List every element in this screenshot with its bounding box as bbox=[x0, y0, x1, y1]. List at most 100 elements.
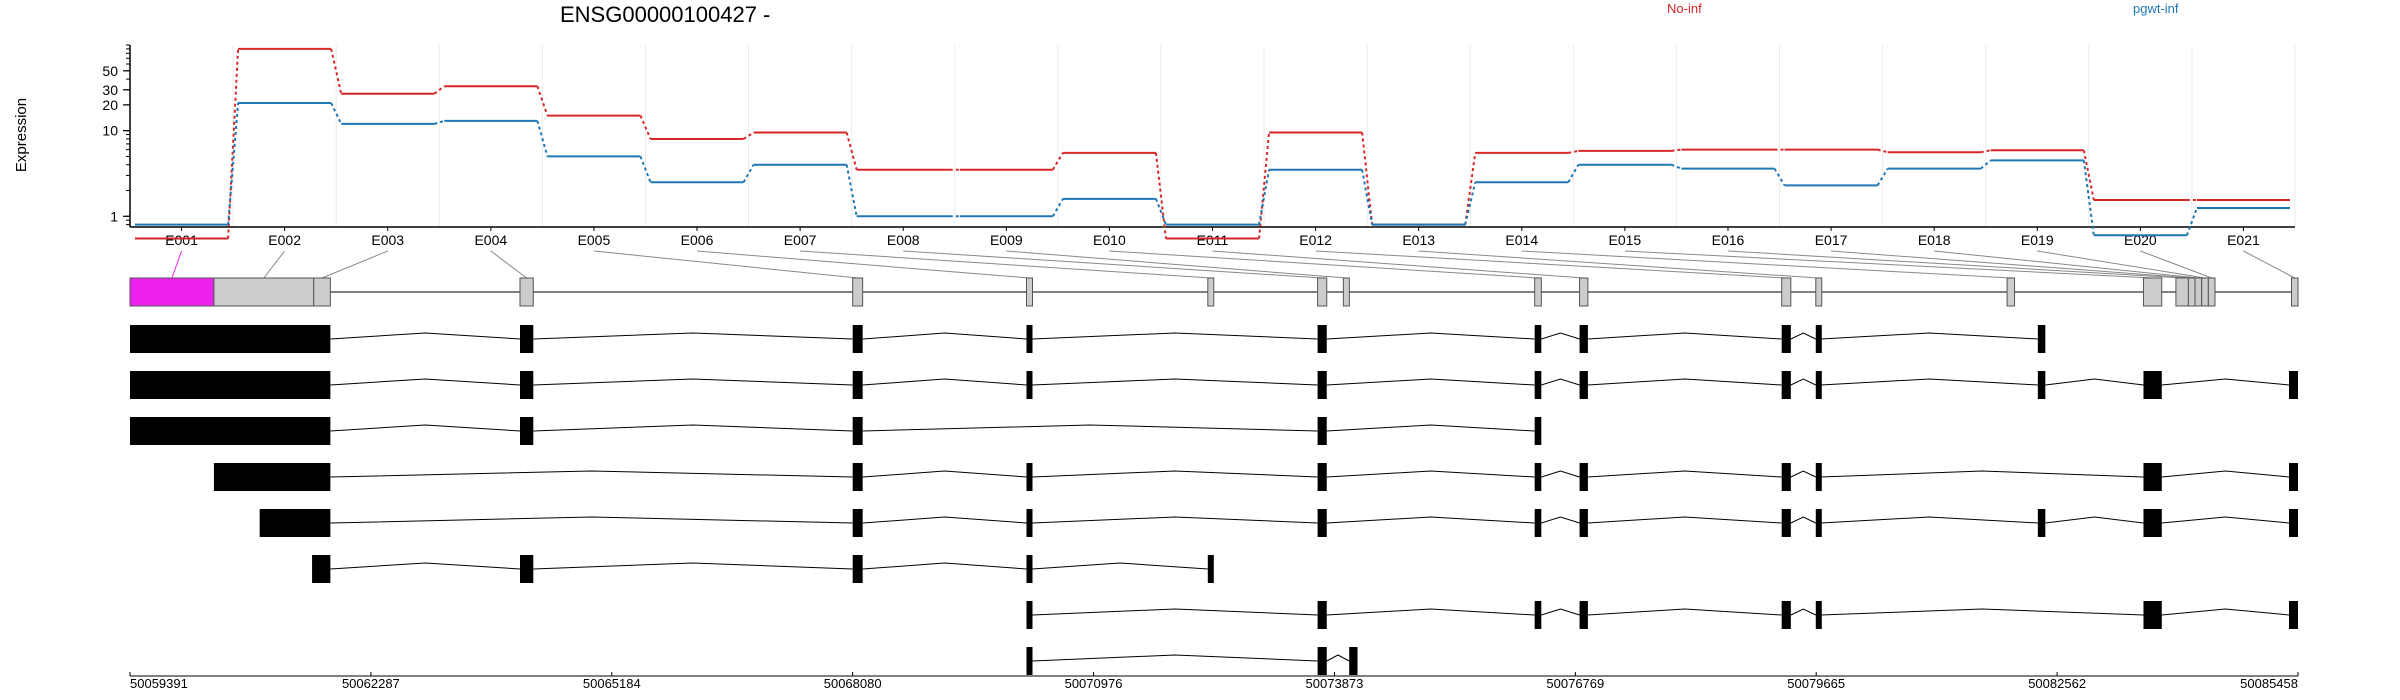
exon-label: E004 bbox=[474, 232, 507, 248]
intron bbox=[2045, 378, 2144, 386]
transcript-exon bbox=[519, 325, 534, 353]
exon-label: E003 bbox=[371, 232, 404, 248]
transcript-exon bbox=[1534, 463, 1542, 491]
transcript-exon bbox=[2289, 463, 2298, 491]
transcript-exon bbox=[1579, 325, 1588, 353]
transcript-exon bbox=[1317, 601, 1327, 629]
series-connector bbox=[536, 85, 549, 116]
exon-box bbox=[2142, 277, 2163, 307]
transcript-exon bbox=[2037, 371, 2046, 399]
transcript-5 bbox=[259, 509, 2298, 537]
transcript-2 bbox=[130, 371, 2298, 399]
transcript-exon bbox=[1026, 463, 1033, 491]
exon-box bbox=[1207, 277, 1215, 307]
genome-tick-label: 50082562 bbox=[2028, 676, 2086, 691]
intron bbox=[1326, 608, 1535, 616]
transcript-exon bbox=[852, 325, 863, 353]
transcript-exon bbox=[2037, 325, 2046, 353]
transcript-exon bbox=[1534, 325, 1542, 353]
intron bbox=[862, 470, 1027, 478]
intron bbox=[1587, 516, 1782, 524]
intron bbox=[1790, 332, 1816, 340]
exon-box bbox=[213, 277, 315, 307]
series-connector bbox=[1155, 198, 1167, 225]
transcript-tracks bbox=[130, 325, 2298, 675]
exon-connector bbox=[490, 250, 527, 279]
transcript-exon bbox=[259, 509, 331, 537]
exon-label: E008 bbox=[887, 232, 920, 248]
transcript-exon bbox=[1026, 555, 1033, 583]
transcript-4 bbox=[213, 463, 2298, 491]
series-connector bbox=[1671, 163, 1682, 170]
genome-tick-label: 50065184 bbox=[583, 676, 641, 691]
intron bbox=[330, 562, 521, 570]
transcript-exon bbox=[852, 509, 863, 537]
intron bbox=[2161, 378, 2290, 386]
exon-connector bbox=[903, 250, 1323, 279]
transcript-exon bbox=[852, 417, 863, 445]
exon-connector bbox=[1109, 250, 1539, 279]
vertical-grid bbox=[129, 45, 2296, 227]
transcript-exon bbox=[1026, 371, 1033, 399]
genome-tick-label: 50070976 bbox=[1065, 676, 1123, 691]
exon-label: E010 bbox=[1093, 232, 1126, 248]
transcript-exon bbox=[1317, 509, 1327, 537]
intron bbox=[1587, 608, 1782, 616]
exon-box bbox=[2207, 277, 2216, 307]
exon-box bbox=[2006, 277, 2016, 307]
transcript-exon bbox=[1781, 601, 1791, 629]
exon-box bbox=[1025, 277, 1033, 307]
exon-connector bbox=[1418, 250, 1819, 279]
exon-box bbox=[1317, 277, 1328, 307]
exon-label: E005 bbox=[578, 232, 611, 248]
transcript-exon bbox=[519, 371, 534, 399]
intron bbox=[1326, 470, 1535, 478]
intron bbox=[1790, 378, 1816, 386]
transcript-7 bbox=[1026, 601, 2298, 629]
exon-model-track bbox=[129, 277, 2299, 307]
transcript-exon bbox=[2289, 371, 2298, 399]
intron bbox=[1326, 516, 1535, 524]
intron bbox=[1326, 378, 1535, 386]
exon-connector bbox=[2037, 250, 2206, 279]
series-connector bbox=[1877, 148, 1888, 154]
transcript-exon bbox=[1781, 463, 1791, 491]
exon-connector bbox=[1521, 250, 2011, 279]
series-connector bbox=[330, 102, 343, 125]
transcript-exon bbox=[852, 371, 863, 399]
exon-label: E011 bbox=[1197, 232, 1229, 248]
transcript-exon bbox=[2143, 371, 2162, 399]
exon-label: E014 bbox=[1505, 232, 1538, 248]
intron bbox=[1820, 516, 2038, 524]
exon-label: E017 bbox=[1815, 232, 1848, 248]
transcript-exon bbox=[1579, 601, 1588, 629]
series-connector bbox=[1671, 148, 1682, 152]
intron bbox=[1032, 470, 1318, 478]
exon-box bbox=[1781, 277, 1792, 307]
transcript-exon bbox=[1579, 463, 1588, 491]
exon-connector bbox=[171, 250, 183, 279]
exon-box bbox=[2175, 277, 2189, 307]
transcript-exon bbox=[1579, 509, 1588, 537]
intron bbox=[1326, 332, 1535, 340]
exon-connector bbox=[1006, 250, 1347, 279]
series-lines bbox=[135, 47, 2290, 240]
intron bbox=[1587, 378, 1782, 386]
transcript-exon bbox=[312, 555, 331, 583]
exon-box bbox=[1815, 277, 1823, 307]
series-connector bbox=[2082, 160, 2095, 236]
intron bbox=[862, 424, 1318, 432]
genome-tick-label: 50085458 bbox=[2240, 676, 2298, 691]
transcript-exon bbox=[1815, 463, 1822, 491]
intron bbox=[862, 516, 1027, 524]
transcript-exon bbox=[1317, 647, 1327, 675]
exon-box bbox=[1534, 277, 1542, 307]
exon-label: E019 bbox=[2021, 232, 2054, 248]
exon-label: E009 bbox=[990, 232, 1023, 248]
legend-pgwt-inf: pgwt-inf bbox=[2133, 1, 2179, 16]
series-connector bbox=[845, 132, 858, 170]
y-tick-label: 30 bbox=[102, 82, 118, 98]
intron bbox=[1032, 654, 1318, 662]
intron bbox=[1541, 378, 1580, 386]
